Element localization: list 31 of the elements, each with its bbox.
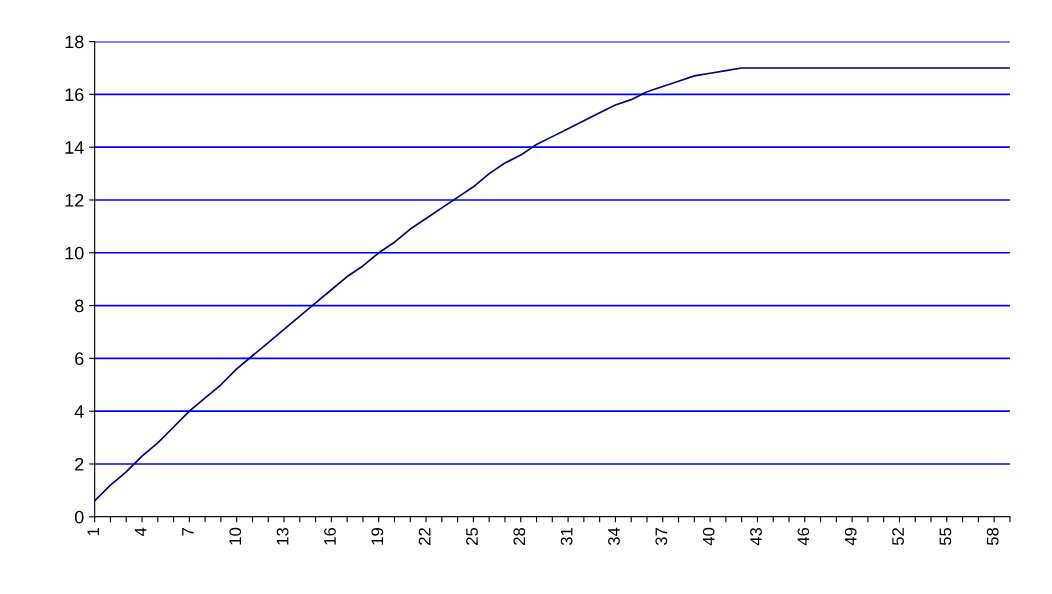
y-tick-label: 18 [65, 35, 84, 49]
x-tick-label: 16 [324, 527, 336, 545]
y-tick-label: 6 [75, 352, 84, 366]
y-tick-label: 10 [65, 246, 84, 260]
x-tick-label: 25 [466, 527, 478, 545]
y-tick-label: 8 [75, 299, 84, 313]
x-tick-label: 22 [418, 528, 431, 545]
y-tick-label: 0 [74, 510, 84, 524]
y-tick-label: 2 [75, 457, 84, 471]
x-tick-label: 40 [702, 527, 715, 546]
x-tick-label: 46 [797, 527, 810, 546]
x-tick-label: 49 [844, 527, 857, 546]
x-tick-label: 55 [939, 527, 952, 546]
x-tick-label: 19 [371, 527, 384, 545]
line-series [94, 67, 1010, 502]
x-tick-label: 7 [182, 528, 194, 536]
x-tick-label: 37 [655, 528, 668, 546]
x-tick-label: 1 [87, 528, 99, 536]
x-tick-label: 34 [608, 527, 620, 546]
x-tick-label: 43 [750, 527, 762, 546]
y-tick-label: 4 [74, 405, 84, 418]
y-tick-label: 14 [65, 141, 84, 154]
x-tick-label: 52 [892, 528, 904, 546]
x-tick-label: 10 [229, 527, 242, 545]
x-tick-label: 28 [513, 527, 526, 545]
x-tick-label: 31 [560, 528, 573, 546]
y-tick-label: 12 [65, 193, 84, 207]
x-tick-label: 58 [986, 527, 999, 546]
x-tick-label: 4 [134, 527, 147, 537]
y-tick-label: 16 [65, 88, 84, 102]
x-tick-label: 13 [276, 527, 289, 545]
